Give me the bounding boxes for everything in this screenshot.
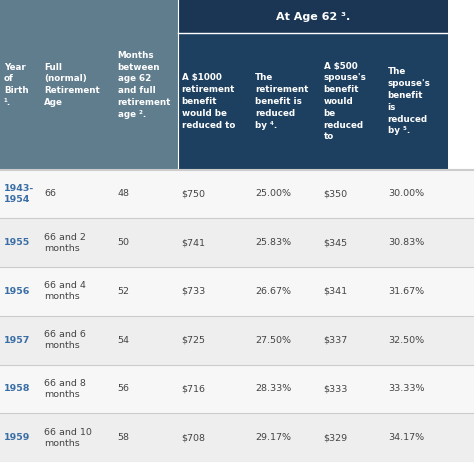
Text: $345: $345 (324, 238, 348, 247)
Text: 33.33%: 33.33% (388, 384, 424, 393)
Text: 1943-
1954: 1943- 1954 (4, 184, 34, 204)
Text: 66 and 8
months: 66 and 8 months (44, 379, 86, 399)
Text: 1955: 1955 (4, 238, 30, 247)
Text: At Age 62 ³.: At Age 62 ³. (276, 12, 350, 22)
Text: 50: 50 (118, 238, 129, 247)
Text: Year
of
Birth
¹.: Year of Birth ¹. (4, 62, 28, 107)
Text: $716: $716 (182, 384, 206, 393)
Text: The
spouse's
benefit
is
reduced
by ⁵.: The spouse's benefit is reduced by ⁵. (388, 67, 430, 135)
Text: 1957: 1957 (4, 336, 30, 345)
Text: 28.33%: 28.33% (255, 384, 291, 393)
Text: 30.00%: 30.00% (388, 189, 424, 198)
Text: 1958: 1958 (4, 384, 30, 393)
Text: $333: $333 (324, 384, 348, 393)
Text: Months
between
age 62
and full
retirement
age ².: Months between age 62 and full retiremen… (118, 51, 171, 119)
Text: 30.83%: 30.83% (388, 238, 424, 247)
Bar (0, 170, 474, 219)
Text: 29.17%: 29.17% (255, 433, 291, 442)
Text: 27.50%: 27.50% (255, 336, 291, 345)
Text: 34.17%: 34.17% (388, 433, 424, 442)
Text: 48: 48 (118, 189, 129, 198)
Text: $750: $750 (182, 189, 206, 198)
Bar (0, 365, 474, 413)
Bar (0, 219, 474, 267)
Text: 66 and 10
months: 66 and 10 months (44, 427, 92, 448)
Bar (178, 33, 251, 170)
Text: Full
(normal)
Retirement
Age: Full (normal) Retirement Age (44, 62, 100, 107)
Bar (251, 33, 320, 170)
Bar (0, 413, 474, 462)
Text: 25.00%: 25.00% (255, 189, 291, 198)
Bar (0, 0, 40, 170)
Bar (0, 267, 474, 316)
Text: 66 and 4
months: 66 and 4 months (44, 281, 86, 302)
Bar (0, 316, 474, 365)
Bar (40, 0, 114, 170)
Text: 58: 58 (118, 433, 129, 442)
Text: 1959: 1959 (4, 433, 30, 442)
Text: $350: $350 (324, 189, 348, 198)
Text: $725: $725 (182, 336, 206, 345)
Text: $741: $741 (182, 238, 206, 247)
Text: $733: $733 (182, 287, 206, 296)
Bar (114, 0, 178, 170)
Bar (320, 33, 384, 170)
Bar (178, 0, 448, 33)
Text: 56: 56 (118, 384, 129, 393)
Text: 54: 54 (118, 336, 129, 345)
Text: A $1000
retirement
benefit
would be
reduced to: A $1000 retirement benefit would be redu… (182, 73, 235, 129)
Bar (384, 33, 448, 170)
Text: 52: 52 (118, 287, 129, 296)
Text: 66 and 6
months: 66 and 6 months (44, 330, 86, 350)
Text: $341: $341 (324, 287, 348, 296)
Text: The
retirement
benefit is
reduced
by ⁴.: The retirement benefit is reduced by ⁴. (255, 73, 309, 129)
Text: 32.50%: 32.50% (388, 336, 424, 345)
Text: A $500
spouse's
benefit
would
be
reduced
to: A $500 spouse's benefit would be reduced… (324, 61, 366, 141)
Text: 66 and 2
months: 66 and 2 months (44, 232, 86, 253)
Text: $329: $329 (324, 433, 348, 442)
Text: $708: $708 (182, 433, 206, 442)
Text: 1956: 1956 (4, 287, 30, 296)
Text: 31.67%: 31.67% (388, 287, 424, 296)
Text: 26.67%: 26.67% (255, 287, 291, 296)
Text: 25.83%: 25.83% (255, 238, 291, 247)
Text: $337: $337 (324, 336, 348, 345)
Text: 66: 66 (44, 189, 56, 198)
